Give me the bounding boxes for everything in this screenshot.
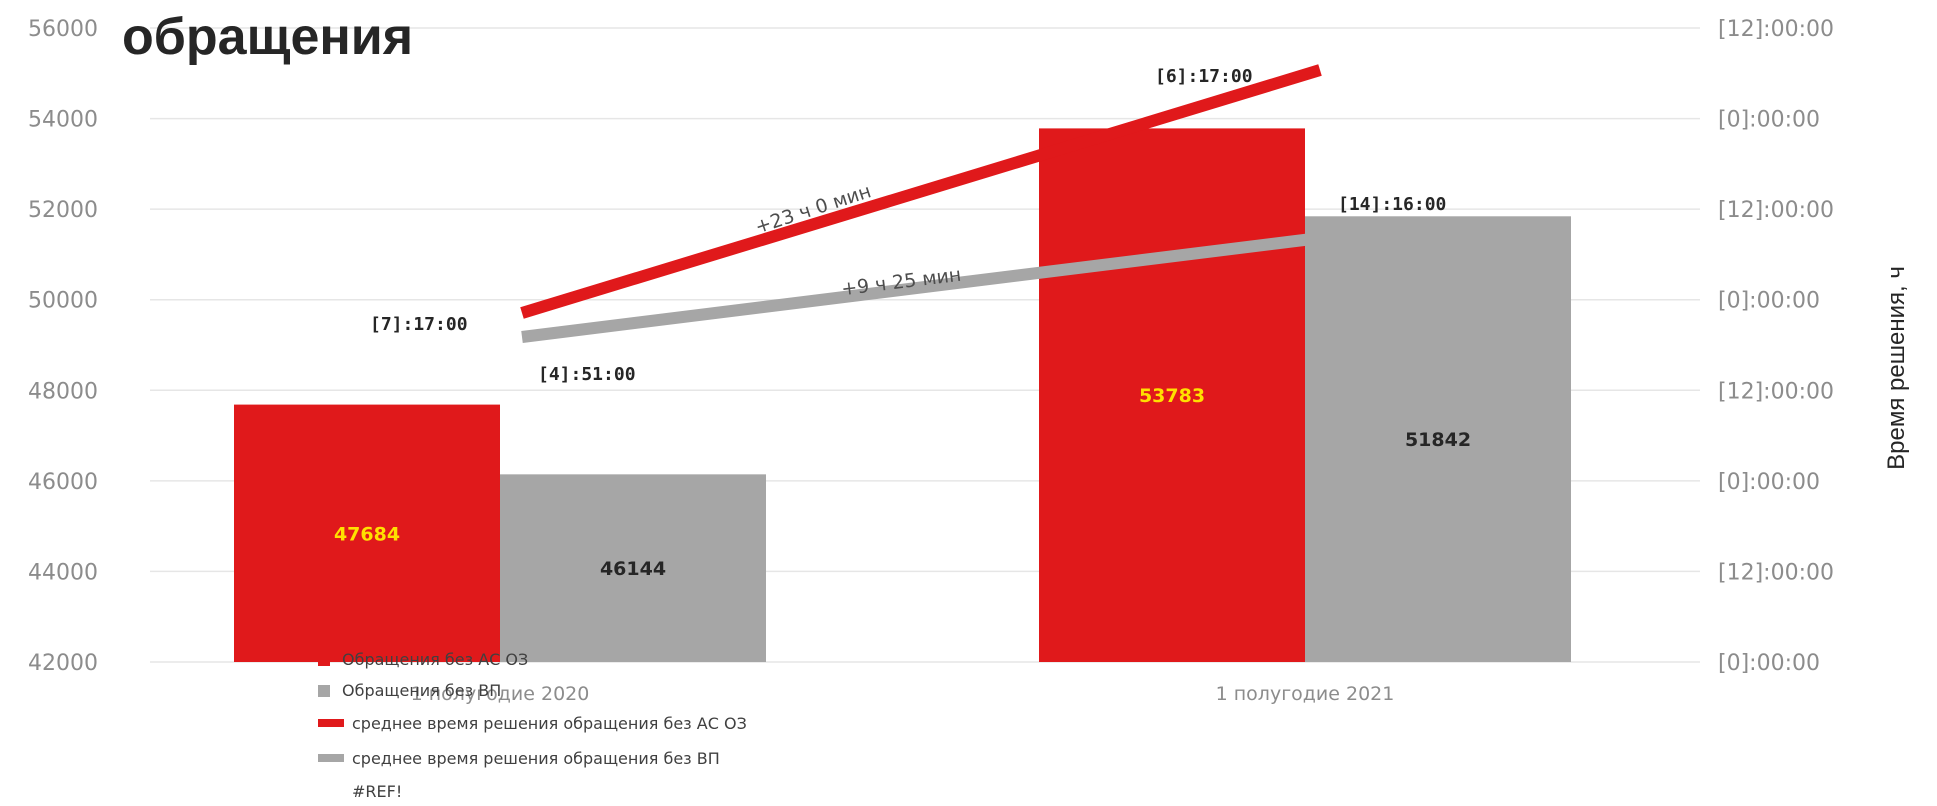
y2-axis-label: Время решения, ч bbox=[1883, 266, 1910, 470]
y-tick-label: 46000 bbox=[28, 470, 98, 495]
bar bbox=[500, 474, 766, 662]
bar-value-label: 47684 bbox=[334, 523, 400, 545]
y-axis-left: 42000 44000 46000 48000 50000 52000 54000 56000 bbox=[28, 17, 98, 676]
time-label: [14]:16:00 bbox=[1338, 194, 1446, 215]
bar-value-label: 46144 bbox=[600, 558, 666, 580]
y-tick-label: 50000 bbox=[28, 289, 98, 314]
legend-label: Обращения без ВП bbox=[342, 681, 501, 700]
x-category-label: 1 полугодие 2021 bbox=[1216, 683, 1395, 705]
time-label: [7]:17:00 bbox=[370, 314, 468, 335]
y-tick-label: 54000 bbox=[28, 108, 98, 133]
time-lines: [7]:17:00[6]:17:00+23 ч 0 мин[4]:51:00[1… bbox=[370, 64, 1446, 385]
time-label: [6]:17:00 bbox=[1155, 66, 1253, 87]
legend-label: среднее время решения обращения без АС О… bbox=[352, 714, 747, 733]
y2-tick-label: [12]:00:00 bbox=[1718, 560, 1834, 585]
bar-value-label: 53783 bbox=[1139, 385, 1205, 407]
chart-title: обращения bbox=[122, 8, 413, 66]
legend-label: среднее время решения обращения без ВП bbox=[352, 749, 720, 768]
y2-tick-label: [0]:00:00 bbox=[1718, 289, 1820, 314]
y2-tick-label: [12]:00:00 bbox=[1718, 379, 1834, 404]
time-label: [4]:51:00 bbox=[538, 364, 636, 385]
y2-tick-label: [0]:00:00 bbox=[1718, 108, 1820, 133]
x-axis-categories: 1 полугодие 2020 1 полугодие 2021 bbox=[411, 683, 1395, 705]
bar-value-label: 51842 bbox=[1405, 429, 1471, 451]
legend-swatch bbox=[318, 685, 330, 697]
y2-tick-label: [0]:00:00 bbox=[1718, 651, 1820, 676]
bars: 47684 53783 46144 51842 bbox=[234, 128, 1571, 662]
y2-tick-label: [12]:00:00 bbox=[1718, 198, 1834, 223]
legend-line-swatch bbox=[318, 754, 344, 762]
y-tick-label: 48000 bbox=[28, 379, 98, 404]
legend: Обращения без АС ОЗ Обращения без ВП средн… bbox=[318, 650, 747, 801]
bar bbox=[1305, 216, 1571, 662]
bar bbox=[1039, 128, 1305, 662]
y2-tick-label: [0]:00:00 bbox=[1718, 470, 1820, 495]
legend-extra-label: #REF! bbox=[352, 782, 402, 801]
y-tick-label: 52000 bbox=[28, 198, 98, 223]
legend-swatch bbox=[318, 654, 330, 666]
y-axis-right: [0]:00:00 [12]:00:00 [0]:00:00 [12]:00:00 [0… bbox=[1718, 17, 1834, 676]
legend-label: Обращения без АС ОЗ bbox=[342, 650, 528, 669]
trend-line bbox=[521, 232, 1321, 343]
y-tick-label: 44000 bbox=[28, 560, 98, 585]
legend-line-swatch bbox=[318, 719, 344, 727]
y-tick-label: 56000 bbox=[28, 17, 98, 42]
trend-line bbox=[520, 64, 1322, 319]
x-category-label: 1 полугодие 2020 bbox=[411, 683, 590, 705]
y2-tick-label: [12]:00:00 bbox=[1718, 17, 1834, 42]
y-tick-label: 42000 bbox=[28, 651, 98, 676]
bar bbox=[234, 404, 500, 662]
